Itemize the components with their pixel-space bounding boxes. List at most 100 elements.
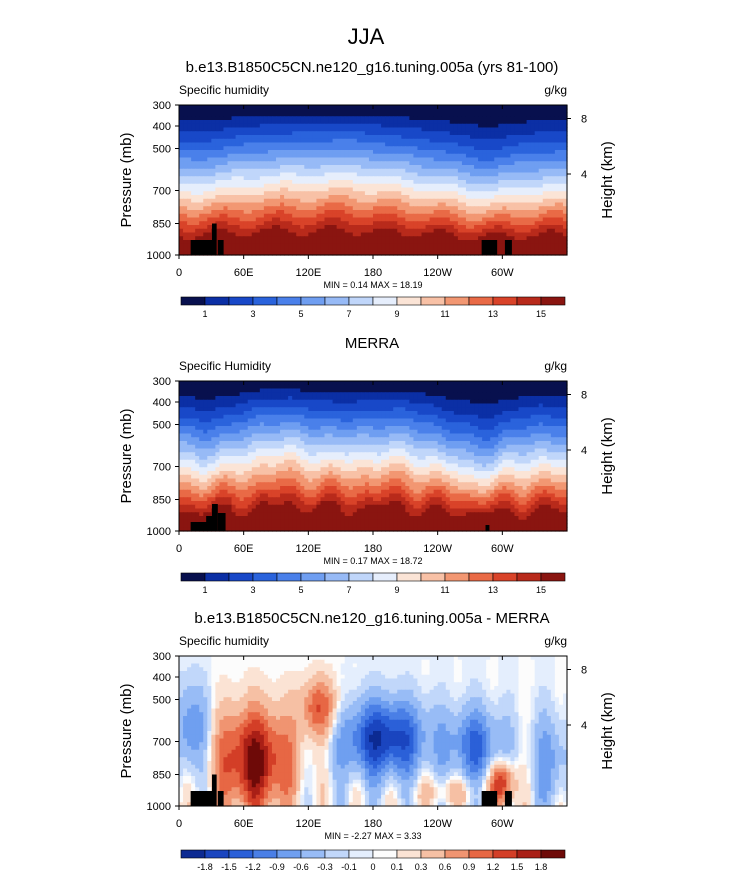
field-cell bbox=[328, 131, 334, 136]
field-cell bbox=[478, 195, 483, 200]
field-cell bbox=[457, 414, 463, 420]
field-cell bbox=[522, 418, 528, 423]
field-cell bbox=[207, 161, 212, 166]
field-cell bbox=[364, 168, 370, 174]
field-cell bbox=[368, 247, 374, 252]
field-cell bbox=[235, 123, 241, 129]
field-cell bbox=[328, 191, 334, 196]
field-cell bbox=[389, 407, 394, 412]
field-cell bbox=[235, 157, 241, 162]
field-cell bbox=[199, 153, 204, 159]
field-cell bbox=[259, 418, 265, 423]
field-cell bbox=[453, 187, 459, 192]
field-cell bbox=[267, 221, 273, 226]
field-cell bbox=[328, 108, 334, 114]
field-cell bbox=[389, 180, 394, 185]
field-cell bbox=[324, 150, 330, 155]
field-cell bbox=[219, 422, 225, 427]
field-cell bbox=[413, 131, 419, 136]
field-cell bbox=[518, 135, 524, 140]
field-cell bbox=[360, 120, 366, 125]
field-cell bbox=[183, 176, 188, 181]
field-cell bbox=[482, 407, 487, 412]
field-cell bbox=[276, 388, 281, 393]
field-cell bbox=[441, 225, 447, 230]
field-cell bbox=[199, 168, 204, 174]
field-cell bbox=[203, 135, 208, 140]
variable-label: Specific Humidity bbox=[179, 359, 271, 373]
field-cell bbox=[449, 221, 455, 226]
field-cell bbox=[393, 157, 398, 162]
field-cell bbox=[409, 138, 415, 144]
field-cell bbox=[461, 120, 467, 125]
field-cell bbox=[441, 243, 447, 249]
field-cell bbox=[474, 232, 479, 237]
field-cell bbox=[441, 392, 447, 397]
field-cell bbox=[316, 172, 322, 177]
field-cell bbox=[449, 202, 455, 207]
field-cell bbox=[324, 213, 330, 219]
field-cell bbox=[312, 112, 318, 117]
field-cell bbox=[437, 236, 443, 241]
field-cell bbox=[425, 105, 431, 110]
field-cell bbox=[465, 217, 471, 222]
field-cell bbox=[320, 206, 326, 211]
field-cell bbox=[231, 228, 237, 234]
field-cell bbox=[514, 217, 520, 222]
field-cell bbox=[530, 202, 536, 207]
field-cell bbox=[474, 112, 479, 117]
field-cell bbox=[506, 221, 512, 226]
field-cell bbox=[514, 221, 520, 226]
field-cell bbox=[457, 221, 463, 226]
field-cell bbox=[255, 105, 261, 110]
field-cell bbox=[336, 217, 342, 222]
field-cell bbox=[276, 127, 281, 132]
field-cell bbox=[486, 172, 491, 177]
field-cell bbox=[368, 138, 374, 144]
field-cell bbox=[336, 108, 342, 114]
field-cell bbox=[486, 108, 491, 114]
field-cell bbox=[449, 414, 455, 420]
field-cell bbox=[207, 236, 212, 241]
field-cell bbox=[474, 116, 479, 121]
field-cell bbox=[421, 396, 427, 401]
field-cell bbox=[534, 228, 540, 234]
field-cell bbox=[393, 251, 398, 256]
field-cell bbox=[300, 195, 305, 200]
field-cell bbox=[239, 202, 245, 207]
field-cell bbox=[381, 418, 386, 423]
field-cell bbox=[324, 105, 330, 110]
field-cell bbox=[312, 153, 318, 159]
field-cell bbox=[482, 225, 487, 230]
field-cell bbox=[356, 127, 362, 132]
field-cell bbox=[187, 112, 192, 117]
field-cell bbox=[288, 236, 293, 241]
field-cell bbox=[344, 138, 350, 144]
field-cell bbox=[340, 150, 346, 155]
field-cell bbox=[304, 168, 309, 174]
field-cell bbox=[356, 381, 362, 386]
field-cell bbox=[191, 112, 196, 117]
field-cell bbox=[320, 105, 326, 110]
field-cell bbox=[409, 217, 415, 222]
field-cell bbox=[421, 202, 427, 207]
field-cell bbox=[284, 198, 289, 204]
field-cell bbox=[381, 407, 386, 412]
field-cell bbox=[239, 396, 245, 401]
field-cell bbox=[364, 176, 370, 181]
field-cell bbox=[538, 108, 544, 114]
field-cell bbox=[445, 161, 451, 166]
field-cell bbox=[191, 120, 196, 125]
field-cell bbox=[534, 138, 540, 144]
field-cell bbox=[276, 213, 281, 219]
field-cell bbox=[336, 180, 342, 185]
field-cell bbox=[300, 217, 305, 222]
terrain-block bbox=[211, 223, 217, 255]
field-cell bbox=[235, 202, 241, 207]
field-cell bbox=[457, 187, 463, 192]
field-cell bbox=[421, 213, 427, 219]
field-cell bbox=[465, 247, 471, 252]
field-cell bbox=[389, 414, 394, 420]
field-cell bbox=[300, 213, 305, 219]
field-cell bbox=[449, 123, 455, 129]
